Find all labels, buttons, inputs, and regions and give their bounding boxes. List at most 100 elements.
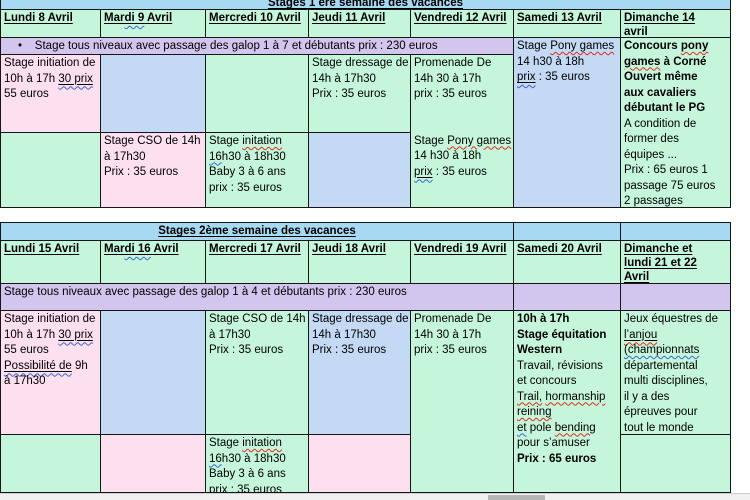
text-line: Jeux équestres de: [624, 312, 727, 328]
week2-jeudi-empty-2[interactable]: [309, 435, 411, 493]
text-run: débutant le PG: [624, 102, 706, 114]
week1-mardi-cso[interactable]: Stage CSO de 14h à 17h30 Prix : 35 euros: [101, 133, 206, 208]
text-run: l’anjou: [624, 329, 657, 341]
text-line: prix : 35 euros: [414, 165, 510, 181]
week2-header-mardi-16[interactable]: Mardi 16 Avril: [101, 241, 206, 284]
text-run: A condition de: [624, 117, 697, 130]
text-run: Jeux équestres de: [624, 313, 718, 325]
spellcheck-underline: Pony games: [550, 40, 615, 52]
text-line: multi disciplines,: [624, 374, 727, 390]
week1-title[interactable]: Stages 1 ère semaine des vacances: [1, 0, 731, 10]
text-run: Stage initiation de: [4, 313, 96, 325]
week2-all-levels-banner[interactable]: Stage tous niveaux avec passage des galo…: [1, 284, 514, 311]
grammar-underline: 16: [209, 150, 222, 163]
text-run: prix: [414, 166, 433, 178]
text-run: h30 à 18h30: [221, 452, 286, 465]
grammar-underline: 16: [209, 452, 222, 465]
week2-vendredi-promenade[interactable]: Promenade De 14h 30 à 17h prix : 35 euros: [411, 311, 514, 493]
grammar-underline: 30 prix: [58, 72, 93, 85]
text-run: (championnats: [624, 344, 699, 356]
week2-header-mercredi-17[interactable]: Mercredi 17 Avril: [206, 241, 309, 284]
week1-header-jeudi-11[interactable]: Jeudi 11 Avril: [309, 10, 411, 38]
week1-mercredi-baby[interactable]: Stage initation 16h30 à 18h30 Baby 3 à 6 …: [206, 133, 309, 208]
grammar-underline: Possibilité de: [4, 359, 72, 372]
week2-lundi-empty-2[interactable]: [1, 435, 101, 493]
text-run: Stage: [517, 40, 551, 52]
text-line: Mardi 9 Avril: [104, 11, 202, 25]
text-run: Baby 3 à 6 ans: [209, 166, 286, 178]
week2-jeudi-dressage[interactable]: Stage dressage de 14h à 17h30 Prix : 35 eu…: [309, 311, 411, 435]
week1-header-lundi-8[interactable]: Lundi 8 Avril: [1, 10, 101, 38]
week2-banner-samedi-empty[interactable]: [514, 284, 621, 311]
week1-header-mercredi-10[interactable]: Mercredi 10 Avril: [206, 10, 309, 38]
text-run: bending: [555, 422, 596, 434]
week1-header-mardi-9[interactable]: Mardi 9 Avril: [101, 10, 206, 38]
week2-header-lundi-15[interactable]: Lundi 15 Avril: [1, 241, 101, 284]
text-line: Promenade De: [414, 312, 510, 328]
text-run: lundi 21 et 22: [624, 257, 697, 269]
week1-dimanche-concours[interactable]: Concours pony games à Corné Ouvert même aux…: [621, 38, 731, 208]
text-run: Stages 2ème semaine des vacances: [158, 225, 356, 237]
text-run: 16: [209, 151, 222, 163]
text-line: Concours pony: [624, 39, 727, 55]
spellcheck-underline: pony: [680, 40, 709, 52]
week1-jeudi-empty-2[interactable]: [309, 133, 411, 208]
week2-header-jeudi-18[interactable]: Jeudi 18 Avril: [309, 241, 411, 284]
week1-lundi-stage-initiation[interactable]: Stage initiation de 10h à 17h 30 prix 55 e…: [1, 55, 101, 133]
week2-header-samedi-20[interactable]: Samedi 20 Avril: [514, 241, 621, 284]
week1-mercredi-empty[interactable]: [206, 55, 309, 133]
text-line: Stages 2ème semaine des vacances: [4, 224, 510, 240]
week2-dimanche-empty-2[interactable]: [621, 435, 731, 493]
text-run: Travail, révisions: [517, 359, 603, 372]
text-line: tout le monde: [624, 421, 727, 435]
week2-banner-dimanche-empty[interactable]: [621, 284, 731, 311]
week2-title-dimanche-empty[interactable]: [621, 223, 731, 241]
week2-header-vendredi-19[interactable]: Vendredi 19 Avril: [411, 241, 514, 284]
text-run: 10h à 17h: [517, 313, 570, 325]
text-run: pour s’amuser: [517, 437, 590, 449]
grammar-underline: 30 prix: [58, 328, 93, 341]
week2-title[interactable]: Stages 2ème semaine des vacances: [1, 223, 514, 241]
week1-all-levels-banner[interactable]: • Stage tous niveaux avec passage des ga…: [1, 38, 514, 55]
week1-mardi-empty[interactable]: [101, 55, 206, 133]
horizontal-scrollbar[interactable]: [0, 493, 750, 500]
text-run: Prix : 65 euros 1: [624, 164, 708, 176]
week2-dimanche-jeux-equestres[interactable]: Jeux équestres de l’anjou (championnats dép…: [621, 311, 731, 435]
text-run: et concours: [517, 375, 577, 387]
text-line: Jeudi 18 Avril: [312, 242, 407, 256]
text-line: 10h à 17h: [517, 312, 617, 328]
text-run: épreuves pour: [624, 406, 698, 418]
text-run: Mar: [104, 12, 125, 24]
text-run: pony: [681, 40, 708, 52]
week2-title-samedi-empty[interactable]: [514, 223, 621, 241]
week1-jeudi-dressage[interactable]: Stage dressage de 14h à 17h30 Prix : 35 eu…: [309, 55, 411, 133]
week2-mercredi-baby[interactable]: Stage initation 16h30 à 18h30 Baby 3 à 6 …: [206, 435, 309, 493]
scrollbar-thumb[interactable]: [488, 495, 545, 500]
week2-samedi-western[interactable]: 10h à 17h Stage équitation Western Travail,…: [514, 311, 621, 493]
text-run: h30 à 18h30: [221, 150, 286, 163]
week2-mardi-empty-2[interactable]: [101, 435, 206, 493]
text-run: di 16: [124, 243, 150, 255]
week2-header-dimanche-lundi[interactable]: Dimanche et lundi 21 et 22 Avril: [621, 241, 731, 284]
text-run: Samedi 20 Avril: [517, 243, 602, 255]
text-line: Promenade De: [414, 56, 510, 72]
spellcheck-underline: games: [624, 55, 661, 68]
week2-mercredi-cso[interactable]: Stage CSO de 14h à 17h30 Prix : 35 euros: [206, 311, 309, 435]
week1-header-vendredi-12[interactable]: Vendredi 12 Avril: [411, 10, 514, 38]
text-line: Stage dressage de: [312, 312, 409, 328]
week1-samedi-pony-games[interactable]: Stage Pony games 14 h30 à 18h prix : 35 eu…: [514, 38, 621, 208]
week1-lundi-empty-2[interactable]: [1, 133, 101, 208]
week2-mardi-empty[interactable]: [101, 311, 206, 435]
week1-header-samedi-13[interactable]: Samedi 13 Avril: [514, 10, 621, 38]
text-run: multi disciplines,: [624, 375, 708, 387]
text-line: débutant le PG: [624, 101, 727, 117]
text-line: [414, 103, 510, 119]
text-run: Stage: [209, 437, 243, 449]
week1-vendredi-promenade-pony[interactable]: Promenade De 14h 30 à 17h prix : 35 euros …: [411, 55, 514, 208]
text-line: Stages 1 ère semaine des vacances: [4, 0, 727, 9]
text-line: épreuves pour: [624, 405, 727, 421]
week2-lundi-stage-initiation[interactable]: Stage initiation de 10h à 17h 30 prix 55 e…: [1, 311, 101, 435]
text-line: Stage CSO de 14h: [104, 134, 202, 150]
text-line: (championnats: [624, 343, 727, 359]
week1-header-dimanche-14[interactable]: Dimanche 14 avril: [621, 10, 731, 38]
